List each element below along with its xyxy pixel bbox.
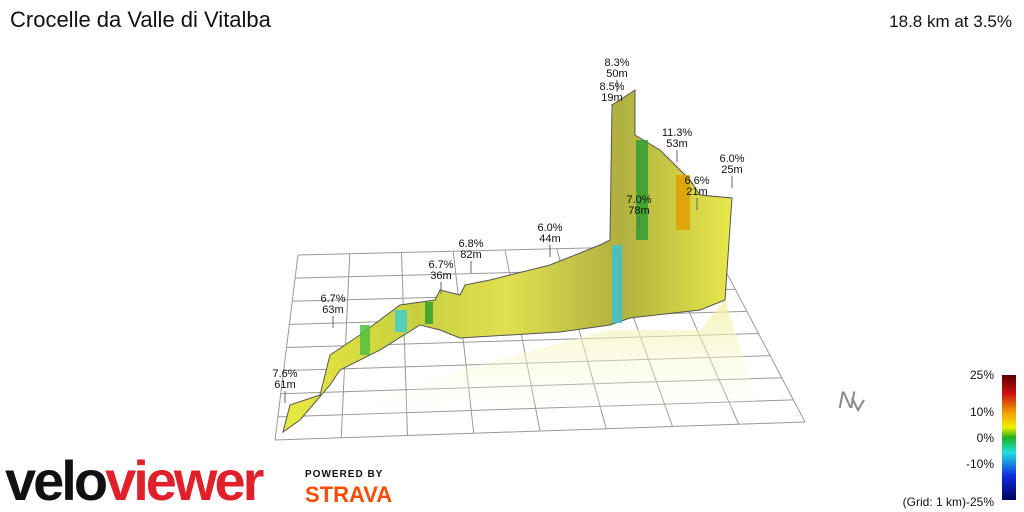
annotation-length: 61m	[274, 379, 295, 391]
annotation-grade: 6.6%	[684, 175, 709, 187]
powered-by: POWERED BY	[305, 469, 383, 480]
stripe	[612, 245, 622, 323]
annotation-length: 63m	[322, 304, 343, 316]
annotation-length: 82m	[460, 249, 481, 261]
annotation-grade: 6.0%	[537, 222, 562, 234]
stripe	[360, 325, 370, 355]
annotation-grade: 7.6%	[272, 368, 297, 380]
grid-line	[274, 421, 806, 441]
logo-viewer: viewer	[105, 449, 264, 512]
annotation-grade: 11.3%	[662, 127, 693, 139]
annotation-grade: 6.8%	[458, 238, 483, 250]
annotation-grade: 7.0%	[626, 194, 651, 206]
colorbar-label: -10%	[966, 457, 994, 471]
strava: STRAVA	[305, 482, 392, 507]
colorbar	[1002, 375, 1016, 500]
colorbar-label: 25%	[970, 368, 994, 382]
annotation-grade: 6.0%	[719, 153, 744, 165]
annotation-grade: 8.5%	[599, 81, 624, 93]
annotation-length: 50m	[606, 68, 627, 80]
annotation-length: 78m	[628, 205, 649, 217]
compass: N	[838, 387, 856, 414]
stripe	[425, 302, 433, 324]
annotation-grade: 8.3%	[604, 57, 629, 69]
stripe	[676, 175, 690, 230]
compass-arrow	[851, 397, 865, 413]
logo-velo: velo	[5, 449, 107, 512]
colorbar-label: -25%	[966, 495, 994, 509]
title: Crocelle da Valle di Vitalba	[10, 7, 272, 32]
annotation-length: 36m	[430, 270, 451, 282]
colorbar-label: 0%	[977, 431, 995, 445]
annotation-grade: 6.7%	[428, 259, 453, 271]
annotation-length: 25m	[721, 164, 742, 176]
annotation-length: 53m	[666, 138, 687, 150]
logo: veloviewer	[5, 449, 264, 512]
profile-reflection	[283, 300, 760, 432]
colorbar-label: 10%	[970, 405, 994, 419]
stripe	[636, 140, 648, 240]
gradient-stripes	[360, 140, 690, 355]
summary: 18.8 km at 3.5%	[889, 12, 1012, 31]
annotation-length: 21m	[686, 186, 707, 198]
grid-note: (Grid: 1 km)	[903, 495, 966, 509]
stripe	[395, 310, 407, 332]
annotation-grade: 6.7%	[320, 293, 345, 305]
annotation-length: 44m	[539, 233, 560, 245]
annotation-length: 19m	[601, 92, 622, 104]
